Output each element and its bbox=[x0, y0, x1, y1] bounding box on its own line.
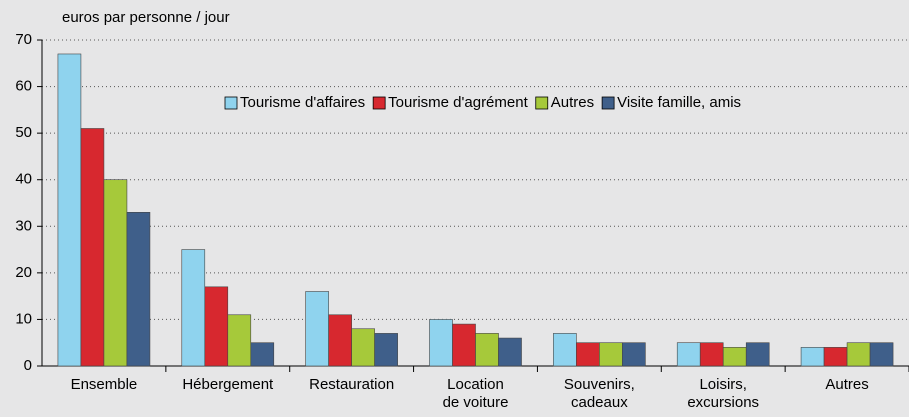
legend-label: Visite famille, amis bbox=[617, 94, 741, 111]
x-tick-label: Hébergement bbox=[182, 376, 274, 393]
bar bbox=[429, 319, 453, 367]
legend-label: Tourisme d'agrément bbox=[388, 94, 528, 111]
bar bbox=[103, 179, 128, 367]
y-tick-label: 40 bbox=[15, 171, 32, 188]
bar bbox=[745, 342, 770, 367]
bar bbox=[498, 337, 522, 367]
bar bbox=[250, 342, 275, 367]
bar bbox=[576, 342, 600, 367]
bar bbox=[328, 314, 352, 367]
bar bbox=[374, 333, 398, 367]
legend-swatch bbox=[601, 96, 615, 110]
y-tick-label: 0 bbox=[24, 357, 32, 374]
legend-label: Tourisme d'affaires bbox=[240, 94, 365, 111]
bar bbox=[57, 53, 82, 367]
bar bbox=[622, 342, 646, 367]
y-tick-label: 20 bbox=[15, 264, 32, 281]
bar bbox=[869, 342, 894, 367]
bar bbox=[553, 333, 577, 367]
y-tick-label: 50 bbox=[15, 124, 32, 141]
bar bbox=[800, 347, 825, 367]
bar bbox=[351, 328, 375, 367]
bar bbox=[126, 212, 151, 367]
legend-swatch bbox=[372, 96, 386, 110]
bar bbox=[475, 333, 499, 367]
x-tick-label: Loisirs, excursions bbox=[687, 376, 760, 411]
x-tick-label: Ensemble bbox=[70, 376, 138, 393]
bar bbox=[846, 342, 871, 367]
x-tick-label: Souvenirs, cadeaux bbox=[563, 376, 635, 411]
bar bbox=[80, 128, 105, 367]
bar bbox=[305, 291, 329, 367]
y-axis-label: euros par personne / jour bbox=[62, 9, 230, 26]
bar bbox=[676, 342, 701, 367]
legend-swatch bbox=[224, 96, 238, 110]
x-tick-label: Restauration bbox=[309, 376, 395, 393]
y-tick-label: 60 bbox=[15, 78, 32, 95]
bar bbox=[823, 347, 848, 367]
y-tick-label: 30 bbox=[15, 217, 32, 234]
x-tick-label: Location de voiture bbox=[442, 376, 509, 411]
bar bbox=[599, 342, 623, 367]
y-tick-label: 70 bbox=[15, 31, 32, 48]
legend-swatch bbox=[535, 96, 549, 110]
bar bbox=[699, 342, 724, 367]
bar bbox=[227, 314, 252, 367]
bar bbox=[722, 347, 747, 367]
bar bbox=[452, 323, 476, 367]
legend-label: Autres bbox=[551, 94, 594, 111]
y-tick-label: 10 bbox=[15, 310, 32, 327]
x-tick-label: Autres bbox=[825, 376, 869, 393]
bar bbox=[181, 249, 206, 367]
bar bbox=[204, 286, 229, 367]
